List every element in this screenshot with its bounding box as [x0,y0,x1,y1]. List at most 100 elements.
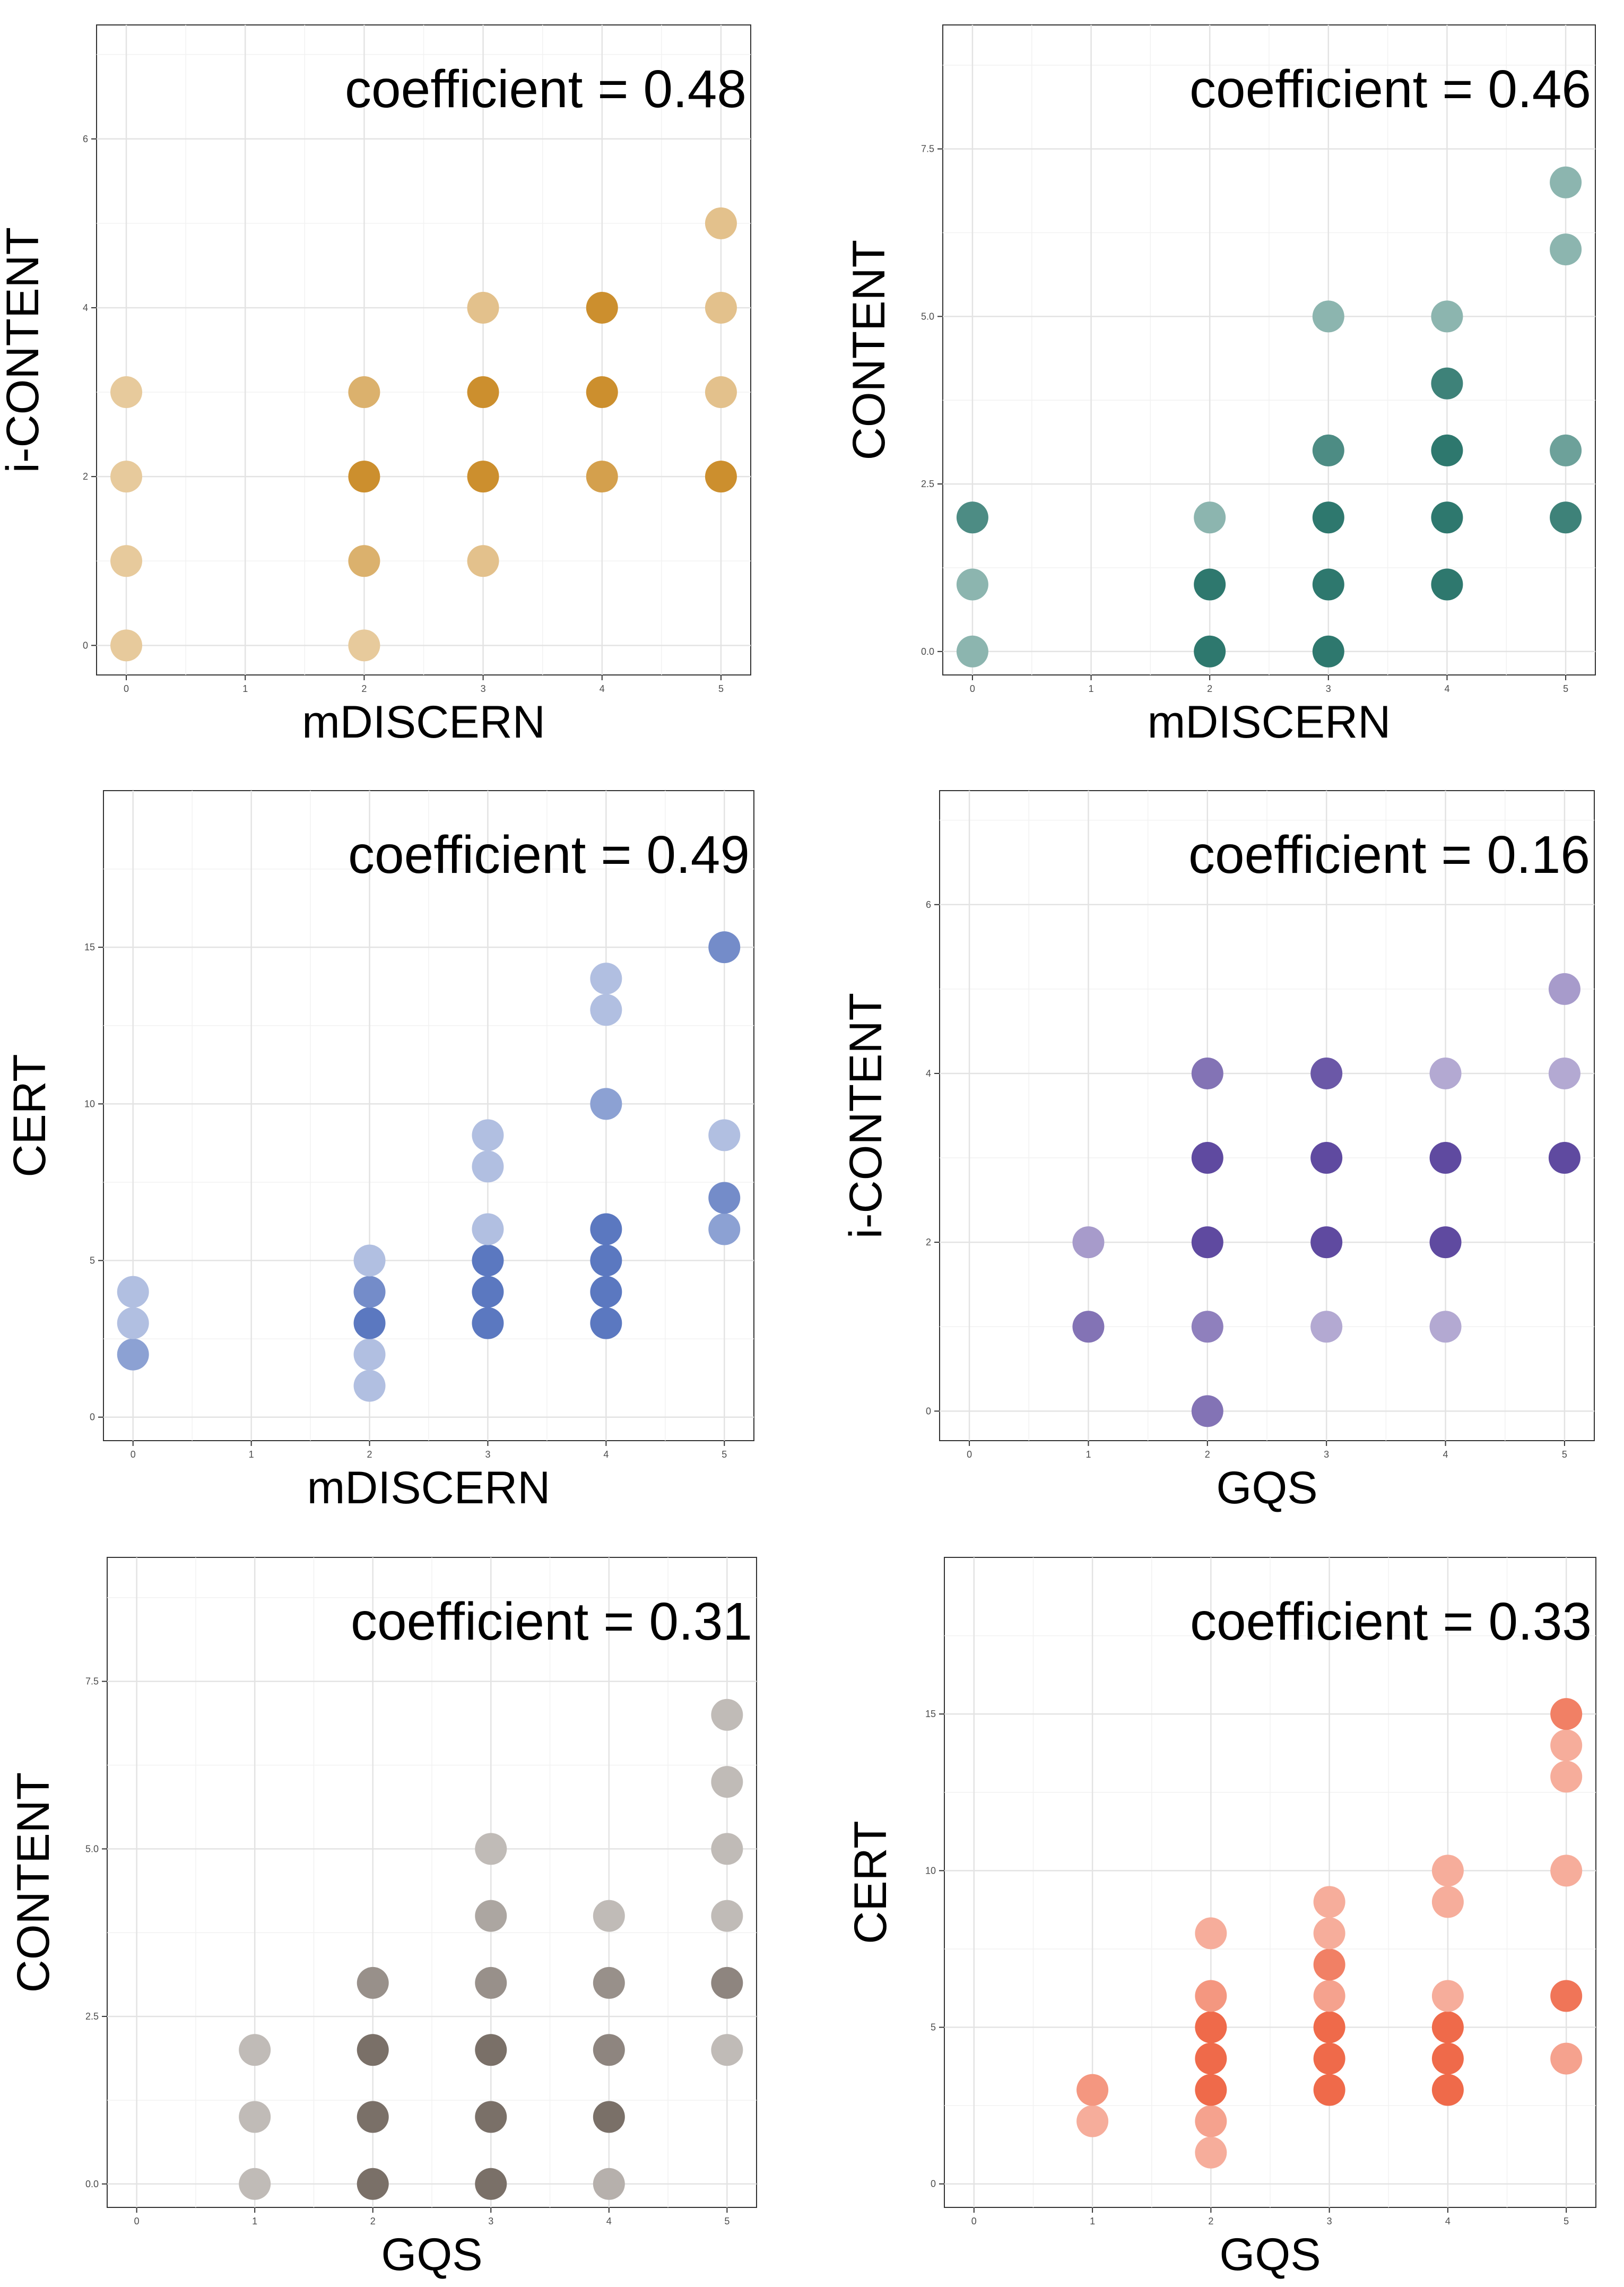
data-point [1550,166,1582,198]
x-tick-label: 3 [485,1449,490,1460]
x-axis-title: GQS [1219,2229,1321,2280]
data-point [1313,1917,1345,1950]
y-tick-label: 7.5 [85,1676,99,1687]
x-tick-label: 4 [1445,2216,1451,2227]
data-point [472,1150,504,1183]
data-point [475,1967,507,1999]
scatter-panel: 0 1 2 3 4 5 0 5 10 15 coefficient = 0.49 mDISCERN CE… [4,790,754,1513]
data-point [472,1307,504,1339]
x-tick-label: 0 [131,1449,136,1460]
x-tick-label: 3 [1324,1449,1329,1460]
data-point [1550,1980,1583,2012]
y-tick-label: 10 [925,1865,936,1876]
data-point [1195,1980,1227,2012]
x-tick-label: 1 [1090,2216,1095,2227]
data-point [348,376,380,409]
data-point [1550,1729,1583,1762]
x-axis-title: GQS [381,2229,482,2280]
data-point [1431,2042,1464,2075]
data-point [1431,1855,1464,1887]
y-tick-label: 15 [84,942,95,952]
data-point [711,1900,743,1932]
data-point [472,1119,504,1151]
y-tick-label: 0 [83,640,88,651]
data-point [1429,1057,1462,1089]
data-point [1191,1311,1223,1343]
y-tick-label: 0 [931,2179,936,2189]
data-point [1313,2074,1345,2106]
y-tick-label: 0 [90,1412,95,1423]
data-point [1431,434,1463,466]
data-point [110,545,143,577]
x-tick-label: 4 [603,1449,609,1460]
y-axis-title: CONTENT [8,1772,59,1993]
coefficient-label: coefficient = 0.31 [351,1592,752,1651]
data-point [472,1213,504,1245]
data-point [1431,367,1463,400]
data-point [956,568,988,601]
data-point [1431,300,1463,333]
x-tick-label: 5 [718,683,724,694]
data-point [590,994,622,1026]
data-point [1313,1948,1345,1981]
data-point [590,1244,622,1277]
x-tick-label: 1 [1085,1449,1091,1460]
data-point [472,1276,504,1308]
x-tick-label: 3 [481,683,486,694]
x-tick-label: 1 [1089,683,1094,694]
data-point [1191,1142,1223,1174]
x-tick-label: 2 [1205,1449,1210,1460]
data-point [239,2168,271,2200]
data-point [117,1276,149,1308]
y-tick-label: 6 [83,134,88,144]
data-point [1195,2105,1227,2137]
data-point [593,1967,625,1999]
y-tick-label: 7.5 [921,144,934,154]
y-tick-label: 5.0 [921,311,934,322]
data-point [1431,1980,1464,2012]
data-point [239,2101,271,2133]
data-point [348,629,380,662]
scatter-panel: 0 1 2 3 4 5 0 5 10 15 coefficient = 0.33 GQS CERT [845,1557,1596,2280]
y-axis-title: CERT [845,1821,896,1944]
coefficient-label: coefficient = 0.49 [348,825,750,885]
x-tick-label: 4 [606,2216,612,2227]
data-point [956,635,988,668]
scatter-panel: 0 1 2 3 4 5 0 2 4 6 coefficient = 0.48 mDISCERN i-CO… [0,24,751,748]
x-tick-label: 3 [488,2216,493,2227]
data-point [1076,2105,1109,2137]
data-point [1191,1395,1223,1427]
data-point [110,461,143,493]
data-point [1195,1917,1227,1950]
data-point [590,963,622,995]
y-tick-label: 0.0 [85,2179,99,2189]
y-tick-label: 2 [926,1237,931,1248]
y-tick-label: 0 [926,1406,931,1416]
x-tick-label: 1 [252,2216,257,2227]
data-point [117,1338,149,1371]
data-point [593,1900,625,1932]
y-tick-label: 4 [926,1068,931,1079]
data-point [708,931,741,964]
coefficient-label: coefficient = 0.16 [1188,825,1590,885]
data-point [593,2034,625,2066]
data-point [1550,1698,1583,1730]
data-point [475,1900,507,1932]
y-tick-label: 4 [83,302,88,313]
data-point [357,1967,389,1999]
y-tick-label: 5.0 [85,1843,99,1854]
data-point [472,1244,504,1277]
data-point [475,1833,507,1865]
x-tick-label: 0 [970,683,975,694]
data-point [1429,1142,1462,1174]
data-point [353,1307,386,1339]
x-tick-label: 4 [1444,683,1449,694]
data-point [1431,2011,1464,2043]
data-point [1429,1226,1462,1259]
coefficient-label: coefficient = 0.48 [345,59,746,119]
x-tick-label: 5 [722,1449,727,1460]
y-tick-label: 2.5 [85,2011,99,2022]
data-point [467,376,499,409]
y-axis-title: i-CONTENT [0,227,48,473]
x-tick-label: 2 [367,1449,372,1460]
